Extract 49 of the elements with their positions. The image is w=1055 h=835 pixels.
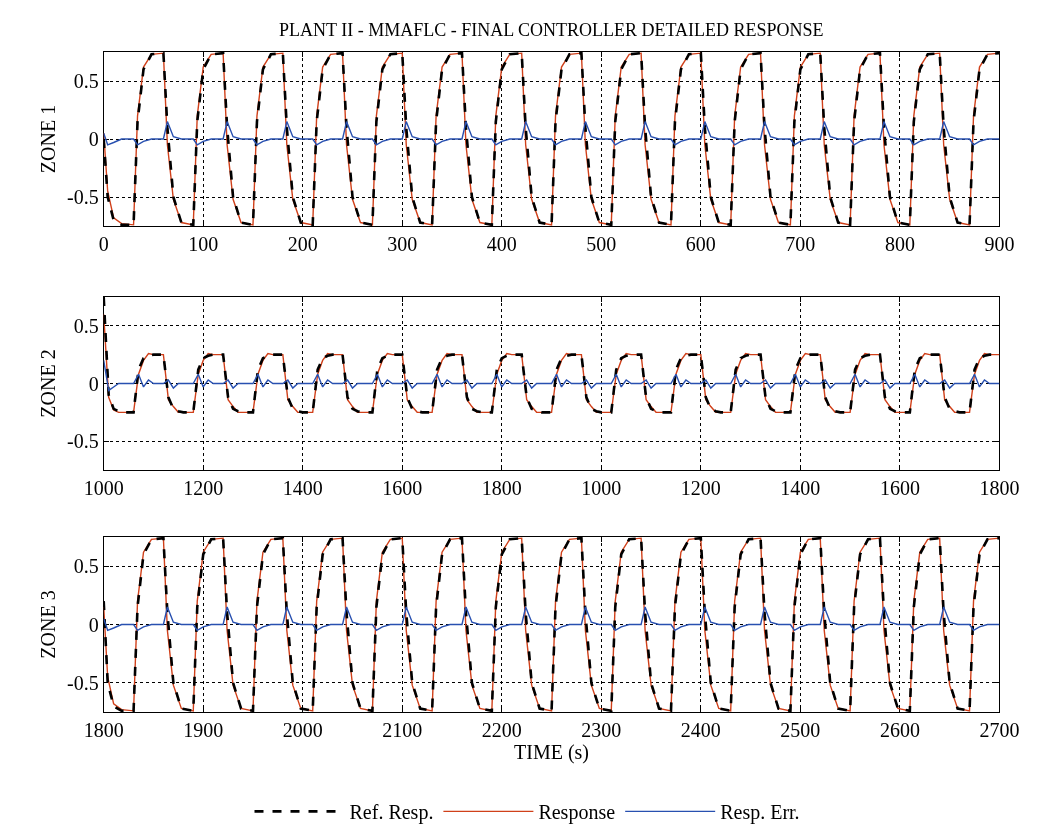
x-tick-label: 1400 xyxy=(282,477,323,499)
x-tick-label: 1600 xyxy=(382,477,423,499)
x-tick-label: 1800 xyxy=(83,719,124,741)
y-axis-title: ZONE 3 xyxy=(36,590,59,659)
x-tick-label: 2100 xyxy=(382,719,423,741)
x-tick-label: 2700 xyxy=(979,719,1020,741)
line-series xyxy=(103,606,1000,632)
x-tick-label: 2200 xyxy=(481,719,522,741)
x-tick-label: 400 xyxy=(486,233,517,255)
y-tick-label: 0.5 xyxy=(73,555,99,578)
x-tick-label: 2600 xyxy=(879,719,920,741)
x-tick-label: 1800 xyxy=(979,477,1020,499)
y-tick-label: 0.5 xyxy=(73,314,99,337)
y-axis-title: ZONE 1 xyxy=(36,104,59,174)
x-tick-label: 300 xyxy=(387,233,418,255)
x-tick-label: 2400 xyxy=(680,719,721,741)
x-tick-label: 1200 xyxy=(680,477,721,499)
y-tick-label: -0.5 xyxy=(67,186,99,208)
x-tick-label: 200 xyxy=(287,233,318,255)
legend-label: Ref. Resp. xyxy=(349,801,434,825)
x-tick-label: 2500 xyxy=(780,719,821,741)
x-tick-label: 1600 xyxy=(879,477,920,499)
x-tick-label: 100 xyxy=(188,233,219,255)
legend-label: Resp. Err. xyxy=(720,801,800,825)
x-tick-label: 1200 xyxy=(183,477,224,499)
x-tick-label: 1000 xyxy=(581,477,622,499)
x-tick-label: 1400 xyxy=(780,477,821,499)
chart-title: PLANT II - MMAFLC - FINAL CONTROLLER DETAILED RESPONSE xyxy=(279,20,824,40)
x-tick-label: 1800 xyxy=(481,477,522,499)
x-tick-label: 700 xyxy=(785,233,816,255)
x-tick-label: 500 xyxy=(586,233,617,255)
y-tick-label: 0.5 xyxy=(73,70,99,92)
y-tick-label: 0 xyxy=(88,613,99,636)
legend-label: Response xyxy=(538,801,616,825)
x-tick-label: 1000 xyxy=(83,477,124,499)
x-tick-label: 1900 xyxy=(183,719,224,741)
y-tick-label: 0 xyxy=(88,372,99,395)
line-series xyxy=(103,120,1000,146)
y-tick-label: -0.5 xyxy=(67,671,99,694)
line-series xyxy=(103,359,1000,392)
x-tick-label: 900 xyxy=(984,233,1015,255)
x-tick-label: 600 xyxy=(685,233,716,255)
y-tick-label: 0 xyxy=(88,128,99,150)
y-tick-label: -0.5 xyxy=(67,430,99,453)
x-axis-title: TIME (s) xyxy=(514,741,590,764)
x-tick-label: 800 xyxy=(884,233,915,255)
y-axis-title: ZONE 2 xyxy=(36,349,59,418)
x-tick-label: 2300 xyxy=(581,719,622,741)
x-tick-label: 2000 xyxy=(282,719,323,741)
